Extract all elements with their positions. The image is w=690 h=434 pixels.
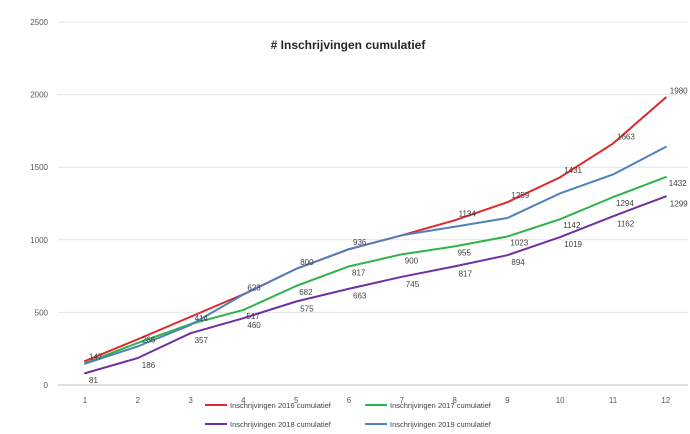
data-label: 147 [89, 353, 103, 362]
gridlines [58, 21, 688, 313]
y-tick-label: 1500 [30, 163, 48, 172]
x-tick-label: 8 [452, 396, 457, 405]
data-label: 414 [195, 314, 209, 323]
y-tick-label: 2000 [30, 91, 48, 100]
data-label: 1432 [669, 179, 687, 188]
legend-entry: Inschrijvingen 2017 cumulatief [390, 401, 492, 410]
legend-entry: Inschrijvingen 2018 cumulatief [230, 420, 332, 429]
data-label: 894 [511, 258, 525, 267]
data-label: 817 [459, 269, 473, 278]
x-tick-label: 11 [609, 396, 618, 405]
data-label: 1299 [670, 199, 688, 208]
series-lines [84, 96, 667, 375]
legend-entry: Inschrijvingen 2016 cumulatief [230, 401, 332, 410]
data-labels: 1134 1259 1431 1663 1980 517 682 817 900 955 1023 1… [89, 87, 688, 386]
data-label: 1259 [511, 191, 529, 200]
series-line-2 [84, 176, 667, 365]
data-label: 800 [300, 258, 314, 267]
series-line-3 [84, 195, 667, 375]
legend-entry: Inschrijvingen 2019 cumulatief [390, 420, 492, 429]
x-tick-label: 1 [83, 396, 88, 405]
data-label: 682 [299, 288, 313, 297]
x-tick-label: 2 [136, 396, 141, 405]
data-label: 186 [142, 361, 156, 370]
x-tick-label: 10 [556, 396, 565, 405]
data-label: 460 [247, 321, 261, 330]
y-tick-label: 500 [35, 308, 49, 317]
data-label: 817 [352, 268, 366, 277]
legend: Inschrijvingen 2016 cumulatief Inschrijvi… [205, 401, 492, 429]
data-label: 955 [458, 248, 472, 257]
x-tick-label: 7 [400, 396, 405, 405]
chart-title: # Inschrijvingen cumulatief [271, 38, 427, 52]
data-label: 357 [195, 336, 209, 345]
y-tick-label: 1000 [30, 236, 48, 245]
data-label: 623 [247, 284, 261, 293]
data-label: 1162 [617, 219, 635, 228]
data-label: 1134 [459, 209, 477, 218]
y-axis-ticks: 0 500 1000 1500 2000 2500 [30, 18, 48, 390]
x-tick-label: 5 [294, 396, 299, 405]
data-label: 1980 [670, 87, 688, 96]
data-label: 575 [300, 305, 314, 314]
series-line-4 [84, 145, 667, 365]
x-tick-label: 6 [347, 396, 352, 405]
data-label: 663 [353, 292, 367, 301]
x-tick-label: 9 [505, 396, 510, 405]
data-label: 1294 [616, 199, 634, 208]
x-tick-label: 3 [188, 396, 193, 405]
data-label: 517 [246, 312, 260, 321]
data-label: 1663 [617, 133, 635, 142]
data-label: 266 [142, 335, 156, 344]
data-label: 745 [406, 280, 420, 289]
y-tick-label: 0 [44, 381, 49, 390]
data-label: 1019 [564, 240, 582, 249]
x-tick-label: 12 [661, 396, 670, 405]
data-label: 1431 [564, 166, 582, 175]
x-axis-ticks: 1 2 3 4 5 6 7 8 9 10 11 12 [83, 396, 671, 405]
data-label: 1023 [510, 238, 528, 247]
y-tick-label: 2500 [30, 18, 48, 27]
data-label: 81 [89, 376, 98, 385]
data-label: 936 [353, 238, 367, 247]
data-label: 900 [405, 256, 419, 265]
data-label: 1142 [563, 221, 581, 230]
x-tick-label: 4 [241, 396, 246, 405]
